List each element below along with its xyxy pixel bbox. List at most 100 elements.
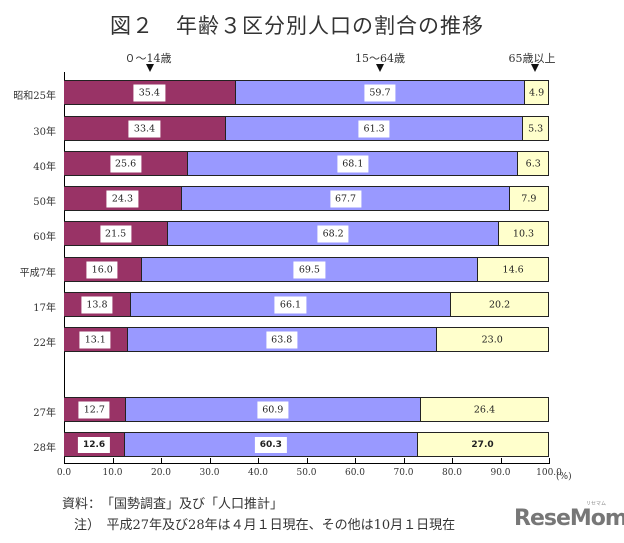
category-label: 28年 [33, 443, 56, 454]
segment-15-64: 59.7 [235, 80, 526, 105]
stacked-bar: 13.1 63.8 23.0 [64, 327, 549, 352]
value-label: 60.3 [254, 436, 287, 453]
value-label: 24.3 [106, 190, 138, 207]
value-label: 61.3 [358, 120, 390, 137]
segment-0-14: 24.3 [64, 186, 182, 211]
category-label: 40年 [33, 162, 56, 173]
resemom-logo: ReseMom [514, 506, 624, 531]
segment-0-14: 35.4 [64, 80, 236, 105]
category-label: 27年 [33, 408, 56, 419]
segment-0-14: 12.6 [64, 432, 126, 457]
stacked-bar: 12.7 60.9 26.4 [64, 397, 549, 422]
x-tick [355, 458, 356, 463]
value-label: 60.9 [257, 401, 289, 418]
value-label: 67.7 [329, 190, 362, 207]
stacked-bar: 21.5 68.2 10.3 [64, 221, 549, 246]
value-label: 23.0 [481, 331, 503, 348]
resemom-logo-sub: リセマム [586, 501, 607, 507]
value-label: 25.6 [110, 155, 142, 172]
x-tick-label: 30.0 [199, 468, 220, 478]
x-tick-label: 10.0 [102, 468, 123, 478]
segment-65-plus: 20.2 [451, 292, 549, 317]
category-label: 17年 [33, 303, 56, 314]
stacked-bar: 24.3 67.7 7.9 [64, 186, 549, 211]
value-label: 13.1 [79, 331, 111, 348]
segment-0-14: 13.8 [64, 292, 131, 317]
value-label: 10.3 [512, 228, 535, 239]
legend-arrow-0-14 [146, 64, 154, 72]
value-label: 16.0 [86, 261, 118, 278]
stacked-bar: 25.6 68.1 6.3 [64, 151, 549, 176]
category-label: 昭和25年 [13, 91, 56, 102]
stacked-bar: 16.0 69.5 14.6 [64, 257, 549, 282]
value-label: 13.8 [81, 296, 113, 313]
value-label: 66.1 [274, 296, 307, 313]
source-note: 資料： 「国勢調査」及び「人口推計」 [62, 497, 284, 512]
segment-15-64: 60.9 [125, 397, 421, 422]
stacked-bar: 33.4 61.3 5.3 [64, 116, 549, 141]
x-tick [209, 458, 211, 463]
x-tick [549, 458, 550, 463]
segment-15-64: 67.7 [181, 186, 511, 211]
category-label: 60年 [33, 232, 56, 243]
segment-65-plus: 7.9 [510, 186, 549, 211]
chart-title: 図２ 年齢３区分別人口の割合の推移 [110, 14, 484, 38]
x-tick [112, 458, 114, 463]
x-tick [452, 458, 453, 463]
date-note: 注） 平成27年及び28年は４月１日現在、その他は10月１日現在 [74, 518, 456, 533]
segment-15-64: 61.3 [225, 116, 524, 141]
legend-label-0-14: ０～14歳 [124, 52, 172, 65]
value-label: 59.7 [364, 84, 396, 101]
category-label: 平成7年 [19, 268, 56, 279]
segment-65-plus: 26.4 [420, 397, 549, 422]
segment-15-64: 60.3 [125, 432, 418, 457]
stacked-bar: 13.8 66.1 20.2 [64, 292, 549, 317]
segment-15-64: 69.5 [141, 257, 479, 282]
x-tick-label: 100.0 [536, 468, 562, 478]
x-tick-label: 90.0 [490, 468, 511, 478]
value-label: 69.5 [293, 261, 325, 278]
category-label: 50年 [33, 197, 56, 208]
x-tick-label: 0.0 [56, 468, 72, 478]
segment-65-plus: 23.0 [436, 327, 549, 352]
category-label: 30年 [33, 127, 56, 138]
segment-15-64: 66.1 [130, 292, 452, 317]
x-tick-label: 20.0 [150, 468, 172, 478]
x-axis-unit: (%) [556, 472, 572, 482]
legend-arrow-65-plus [531, 64, 539, 72]
value-label: 5.3 [528, 123, 544, 134]
x-tick-label: 40.0 [247, 468, 269, 478]
x-tick [161, 458, 162, 463]
segment-15-64: 68.2 [168, 221, 500, 246]
segment-0-14: 13.1 [64, 327, 128, 352]
x-tick-label: 60.0 [344, 468, 366, 478]
value-label: 68.1 [337, 155, 369, 172]
value-label: 14.6 [502, 261, 524, 278]
value-label: 21.5 [100, 225, 132, 242]
x-tick-label: 50.0 [296, 468, 317, 478]
segment-65-plus: 4.9 [525, 80, 549, 105]
segment-0-14: 16.0 [64, 257, 142, 282]
value-label: 63.8 [266, 331, 298, 348]
x-tick [258, 458, 259, 463]
segment-15-64: 63.8 [127, 327, 437, 352]
value-label: 12.7 [78, 401, 110, 418]
segment-0-14: 25.6 [64, 151, 189, 176]
x-tick [500, 458, 502, 463]
segment-65-plus: 6.3 [518, 151, 549, 176]
legend-label-65-plus: 65歳以上 [508, 52, 556, 65]
segment-65-plus: 27.0 [417, 432, 549, 457]
segment-65-plus: 5.3 [523, 116, 549, 141]
value-label: 7.9 [521, 193, 537, 204]
segment-15-64: 68.1 [188, 151, 519, 176]
segment-0-14: 33.4 [64, 116, 226, 141]
x-tick [403, 458, 405, 463]
value-label: 35.4 [133, 84, 165, 101]
segment-0-14: 21.5 [64, 221, 169, 246]
value-label: 68.2 [317, 225, 349, 242]
segment-65-plus: 10.3 [499, 221, 549, 246]
value-label: 26.4 [473, 401, 496, 418]
value-label: 27.0 [471, 436, 494, 453]
x-tick-label: 70.0 [393, 468, 414, 478]
category-label: 22年 [33, 338, 56, 349]
